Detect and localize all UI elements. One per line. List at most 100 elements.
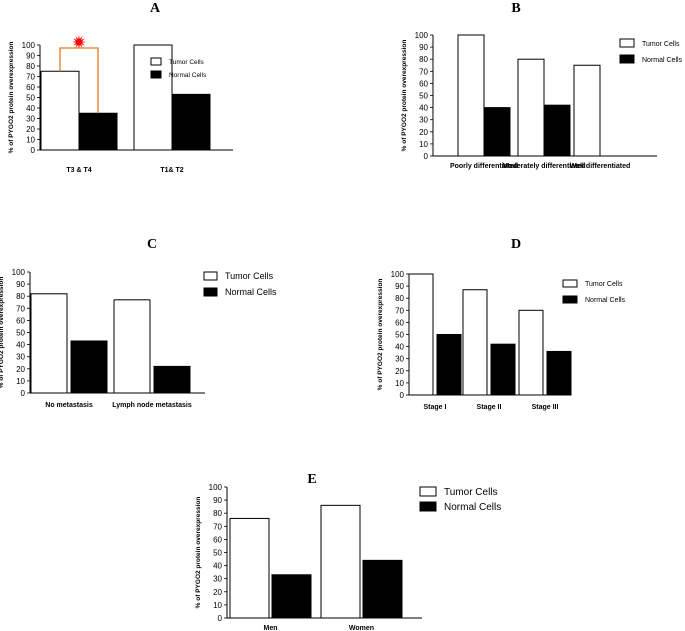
y-tick-label: 40	[26, 104, 35, 113]
y-tick-label: 50	[395, 331, 404, 340]
bar	[171, 93, 211, 151]
y-tick-label: 20	[26, 125, 35, 134]
y-tick-label: 80	[395, 294, 404, 303]
y-tick-label: 50	[213, 549, 222, 558]
y-tick-label: 70	[26, 73, 35, 82]
y-tick-label: 100	[22, 41, 36, 50]
y-tick-label: 70	[213, 522, 222, 531]
y-tick-label: 60	[26, 83, 35, 92]
bar	[462, 289, 488, 396]
y-tick-label: 70	[419, 67, 428, 76]
y-tick-label: 20	[395, 367, 404, 376]
panel-letter: A	[150, 1, 161, 16]
legend-label: Normal Cells	[225, 287, 277, 297]
legend-swatch	[150, 57, 162, 66]
y-tick-label: 30	[419, 116, 428, 125]
legend-swatch	[150, 70, 162, 79]
bar	[362, 559, 403, 619]
legend-label: Normal Cells	[444, 502, 501, 513]
chart-panel-e: E 0 10 20 30 40 50 60 70 80 90 100 % of PYGO2 protei…	[195, 470, 525, 631]
bar	[153, 365, 191, 394]
significance-star-icon	[72, 35, 86, 49]
legend-label: Normal Cells	[169, 72, 207, 79]
chart-panel-a: A 0 10 20 30 40 50 60 70 80 90 100 % of PYGO2 protei…	[0, 0, 260, 215]
bar	[573, 64, 601, 157]
legend-swatch	[203, 271, 218, 281]
y-tick-label: 60	[16, 316, 25, 325]
panel-letter: C	[147, 237, 157, 252]
y-tick-label: 100	[12, 268, 26, 277]
category-label: Well differentiated	[570, 163, 631, 170]
legend-label: Tumor Cells	[642, 41, 680, 48]
bar	[517, 58, 545, 157]
legend-label: Tumor Cells	[585, 281, 623, 288]
y-tick-label: 100	[391, 270, 405, 279]
bar	[483, 107, 511, 157]
category-label: Women	[349, 625, 374, 631]
y-tick-label: 60	[213, 535, 222, 544]
bar	[543, 104, 571, 157]
category-label: Men	[264, 625, 278, 631]
y-tick-label: 0	[424, 152, 429, 161]
category-label: Stage III	[532, 404, 559, 411]
chart-b-svg: B 0 10 20 30 40 50 60 70 80 90 100 % of PYGO2 protei…	[401, 1, 683, 170]
y-tick-label: 90	[419, 43, 428, 52]
y-axis-label: % of PYGO2 protein overexpression	[377, 279, 384, 391]
y-tick-label: 10	[395, 379, 404, 388]
y-tick-label: 10	[419, 140, 428, 149]
legend-swatch	[419, 486, 437, 497]
y-tick-label: 90	[16, 280, 25, 289]
y-tick-label: 0	[21, 389, 26, 398]
legend-swatch	[562, 295, 578, 304]
y-tick-label: 20	[16, 365, 25, 374]
y-axis-label: % of PYGO2 protein overexpression	[0, 277, 5, 389]
category-label: Moderately differentiated	[502, 163, 585, 170]
chart-panel-d: D 0 10 20 30 40 50 60 70 80 90 100 % of PYGO2 protei…	[377, 235, 675, 420]
y-tick-label: 30	[16, 353, 25, 362]
y-tick-label: 60	[419, 79, 428, 88]
legend-swatch	[203, 287, 218, 297]
y-tick-label: 30	[395, 355, 404, 364]
legend-label: Tumor Cells	[169, 59, 205, 66]
y-tick-label: 90	[213, 496, 222, 505]
bar	[546, 350, 572, 396]
y-tick-label: 40	[213, 562, 222, 571]
bar	[113, 299, 151, 394]
y-tick-label: 80	[419, 55, 428, 64]
bar	[490, 343, 516, 396]
bar	[271, 574, 312, 619]
category-label: Stage I	[424, 404, 447, 411]
y-tick-label: 80	[213, 509, 222, 518]
y-tick-label: 10	[16, 377, 25, 386]
legend-label: Normal Cells	[585, 297, 626, 304]
panel-letter: B	[511, 1, 520, 16]
y-tick-label: 0	[400, 391, 405, 400]
chart-panel-b: B 0 10 20 30 40 50 60 70 80 90 100 % of PYGO2 protei…	[395, 0, 683, 175]
y-tick-label: 20	[419, 128, 428, 137]
panel-letter: D	[511, 237, 521, 252]
bar	[70, 340, 108, 394]
chart-panel-c: C 0 10 20 30 40 50 60 70 80 90 100 % of PYGO2 protei…	[0, 235, 300, 420]
y-tick-label: 40	[419, 104, 428, 113]
category-label: Lymph node metastasis	[112, 402, 192, 409]
chart-e-svg: E 0 10 20 30 40 50 60 70 80 90 100 % of PYGO2 protei…	[195, 472, 501, 631]
y-tick-label: 100	[415, 31, 429, 40]
bar	[320, 504, 361, 619]
category-label: No metastasis	[45, 402, 93, 409]
y-tick-label: 30	[213, 575, 222, 584]
y-axis-label: % of PYGO2 protein overexpression	[8, 42, 15, 154]
y-tick-label: 80	[16, 292, 25, 301]
y-tick-label: 50	[26, 94, 35, 103]
y-tick-label: 0	[218, 614, 223, 623]
y-axis-label: % of PYGO2 protein overexpression	[401, 40, 408, 152]
bar	[436, 334, 462, 396]
bar	[518, 309, 544, 396]
y-tick-label: 90	[26, 52, 35, 61]
bar	[40, 70, 80, 151]
panel-letter: E	[307, 472, 316, 487]
legend-swatch	[619, 54, 635, 64]
bar	[30, 293, 68, 394]
legend-swatch	[562, 279, 578, 288]
legend-label: Tumor Cells	[444, 487, 498, 498]
y-tick-label: 70	[16, 304, 25, 313]
